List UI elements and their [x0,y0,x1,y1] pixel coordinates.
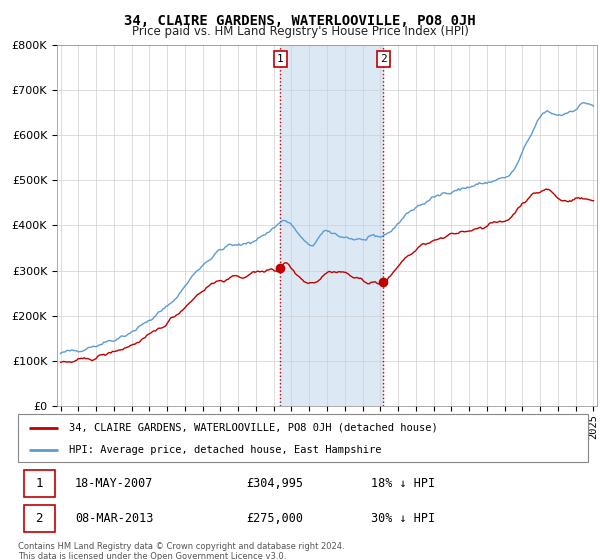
Text: 1: 1 [277,54,284,64]
Text: £304,995: £304,995 [246,477,303,490]
FancyBboxPatch shape [18,414,588,462]
Text: 34, CLAIRE GARDENS, WATERLOOVILLE, PO8 0JH (detached house): 34, CLAIRE GARDENS, WATERLOOVILLE, PO8 0… [70,423,438,433]
Text: 1: 1 [35,477,43,490]
Text: 2: 2 [380,54,387,64]
Text: £275,000: £275,000 [246,512,303,525]
Text: 08-MAR-2013: 08-MAR-2013 [75,512,154,525]
Text: Contains HM Land Registry data © Crown copyright and database right 2024.
This d: Contains HM Land Registry data © Crown c… [18,542,344,560]
Text: HPI: Average price, detached house, East Hampshire: HPI: Average price, detached house, East… [70,445,382,455]
Text: 18% ↓ HPI: 18% ↓ HPI [371,477,436,490]
Text: 18-MAY-2007: 18-MAY-2007 [75,477,154,490]
FancyBboxPatch shape [24,505,55,532]
Text: 2: 2 [35,512,43,525]
Text: 30% ↓ HPI: 30% ↓ HPI [371,512,436,525]
Text: Price paid vs. HM Land Registry's House Price Index (HPI): Price paid vs. HM Land Registry's House … [131,25,469,38]
FancyBboxPatch shape [24,470,55,497]
Bar [280,45,383,406]
Text: 34, CLAIRE GARDENS, WATERLOOVILLE, PO8 0JH: 34, CLAIRE GARDENS, WATERLOOVILLE, PO8 0… [124,14,476,28]
